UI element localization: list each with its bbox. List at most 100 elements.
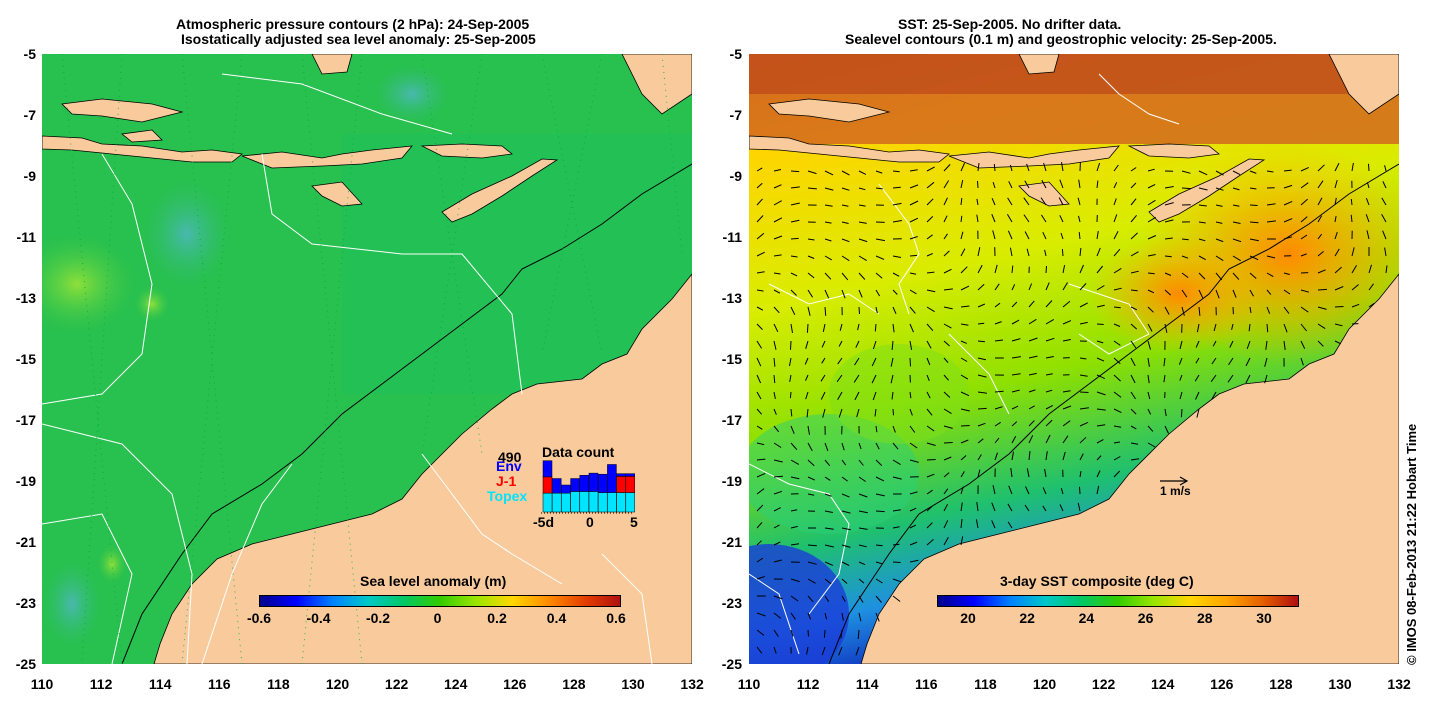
- x-tick-right: 110: [737, 676, 761, 692]
- right-colorbar-tick: 22: [1019, 610, 1035, 626]
- x-tick-left: 130: [621, 676, 645, 692]
- data-count-histogram: [541, 460, 635, 514]
- histo-bar-env: [579, 475, 590, 492]
- left-colorbar-tick: -0.4: [306, 610, 331, 626]
- left-map: [42, 54, 692, 664]
- x-tick-right: 118: [974, 676, 997, 692]
- y-tick-left: -9: [23, 168, 36, 184]
- y-tick-left: -13: [15, 290, 36, 306]
- legend-env: Env: [496, 458, 522, 474]
- histo-bar-env: [597, 473, 608, 493]
- left-colorbar: [259, 595, 621, 607]
- x-tick-right: 130: [1328, 676, 1352, 692]
- y-tick-left: -11: [16, 229, 36, 245]
- y-tick-left: -5: [23, 46, 36, 62]
- right-colorbar: [937, 595, 1299, 607]
- histo-bar-env: [616, 473, 626, 477]
- histo-bar-topex: [542, 492, 553, 513]
- velocity-scale-label: 1 m/s: [1160, 484, 1191, 498]
- x-tick-right: 122: [1091, 676, 1116, 692]
- left-colorbar-tick: -0.2: [365, 610, 391, 626]
- x-tick-left: 112: [89, 676, 113, 692]
- y-tick-right: -11: [722, 229, 742, 245]
- x-tick-left: 126: [503, 676, 527, 692]
- y-tick-right: -9: [729, 168, 742, 184]
- velocity-scale-arrow: [1160, 476, 1189, 486]
- right-title-line2: Sealevel contours (0.1 m) and geostrophi…: [845, 31, 1277, 47]
- y-tick-right: -13: [721, 290, 742, 306]
- left-colorbar-tick: 0: [433, 610, 442, 626]
- histo-label-5: 5: [630, 514, 638, 530]
- right-map: [749, 54, 1399, 664]
- x-tick-left: 132: [680, 676, 704, 692]
- x-tick-left: 124: [444, 676, 468, 692]
- x-tick-right: 120: [1032, 676, 1057, 692]
- x-tick-right: 114: [855, 676, 879, 692]
- australia-land: [153, 273, 692, 664]
- y-tick-right: -15: [721, 351, 742, 367]
- right-colorbar-tick: 24: [1078, 610, 1095, 626]
- australia-land-right: [860, 273, 1399, 664]
- y-tick-right: -23: [721, 595, 742, 611]
- histo-bar-j1: [625, 476, 635, 493]
- y-tick-right: -21: [721, 534, 742, 550]
- x-tick-right: 126: [1210, 676, 1234, 692]
- legend-j1: J-1: [496, 473, 517, 489]
- histo-bar-topex: [607, 492, 617, 513]
- x-tick-right: 132: [1387, 676, 1411, 692]
- y-tick-right: -25: [721, 656, 742, 672]
- histo-bar-topex: [579, 491, 590, 513]
- histo-bar-topex: [625, 492, 635, 513]
- left-colorbar-title: Sea level anomaly (m): [360, 573, 507, 589]
- histo-bar-topex: [561, 492, 571, 513]
- histo-label-0: 0: [586, 514, 594, 530]
- histo-bar-env: [625, 473, 635, 477]
- histo-bar-env: [588, 472, 599, 492]
- histo-bar-j1: [616, 476, 626, 493]
- y-tick-right: -19: [721, 473, 742, 489]
- x-tick-right: 128: [1269, 676, 1293, 692]
- x-tick-right: 116: [915, 676, 938, 692]
- y-tick-right: -7: [729, 107, 742, 123]
- x-tick-left: 116: [208, 676, 231, 692]
- data-count-max: 490: [498, 449, 522, 465]
- y-tick-left: -15: [15, 351, 36, 367]
- y-tick-left: -23: [15, 595, 36, 611]
- right-colorbar-tick: 26: [1137, 610, 1154, 626]
- left-title-line2: Isostatically adjusted sea level anomaly…: [181, 31, 536, 47]
- histo-bar-env: [542, 460, 553, 478]
- histo-bar-env: [551, 478, 562, 494]
- credit-text: © IMOS 08-Feb-2013 21:22 Hobart Time: [1404, 423, 1419, 665]
- histo-bar-topex: [588, 491, 599, 513]
- left-colorbar-tick: -0.6: [246, 610, 272, 626]
- x-tick-left: 110: [30, 676, 54, 692]
- x-tick-left: 118: [267, 676, 290, 692]
- histo-label-m5: -5d: [533, 514, 554, 530]
- y-tick-left: -7: [23, 107, 36, 123]
- x-tick-left: 128: [562, 676, 586, 692]
- x-tick-left: 122: [384, 676, 409, 692]
- histo-bar-topex: [551, 492, 562, 513]
- y-tick-right: -5: [729, 46, 742, 62]
- x-tick-left: 114: [148, 676, 172, 692]
- legend-topex: Topex: [487, 488, 528, 504]
- y-tick-left: -19: [15, 473, 36, 489]
- right-colorbar-tick: 30: [1256, 610, 1272, 626]
- x-tick-left: 120: [325, 676, 350, 692]
- histo-bar-j1: [542, 476, 553, 494]
- right-title-line1: SST: 25-Sep-2005. No drifter data.: [898, 16, 1122, 32]
- right-colorbar-title: 3-day SST composite (deg C): [1000, 573, 1194, 589]
- right-colorbar-tick: 28: [1197, 610, 1213, 626]
- right-colorbar-tick: 20: [960, 610, 976, 626]
- y-tick-right: -17: [721, 412, 742, 428]
- x-tick-right: 124: [1151, 676, 1175, 692]
- timor-island: [441, 158, 559, 223]
- left-title-line1: Atmospheric pressure contours (2 hPa): 2…: [176, 16, 530, 32]
- left-colorbar-tick: 0.4: [546, 610, 567, 626]
- histo-bar-env: [561, 484, 571, 494]
- data-count-title: Data count: [542, 444, 615, 460]
- histo-bar-env: [607, 464, 617, 493]
- histo-bar-topex: [570, 491, 580, 513]
- x-tick-right: 112: [796, 676, 820, 692]
- y-tick-left: -17: [15, 412, 36, 428]
